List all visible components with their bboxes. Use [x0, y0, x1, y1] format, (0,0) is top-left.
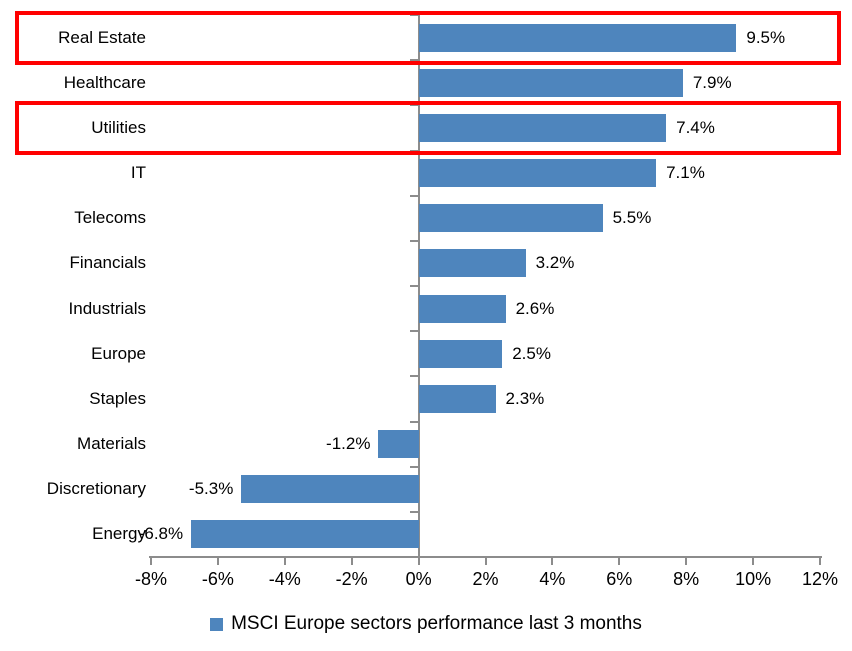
bar-discretionary — [241, 475, 419, 504]
value-label: 7.9% — [692, 72, 732, 92]
x-axis-tick-label: 10% — [735, 569, 772, 589]
bar-real-estate — [418, 23, 737, 52]
x-axis-tick-label: -8% — [134, 569, 167, 589]
y-axis-line — [417, 15, 420, 557]
value-label: 5.5% — [612, 208, 652, 228]
y-axis-tick — [409, 59, 418, 62]
y-axis-tick — [409, 510, 418, 513]
y-axis-tick — [409, 14, 418, 16]
x-axis-tick — [551, 558, 554, 565]
x-axis-line — [149, 556, 822, 558]
value-label: 7.4% — [676, 117, 715, 137]
category-label: Utilities — [91, 117, 146, 137]
x-axis-tick-label: 2% — [472, 569, 499, 589]
x-axis-tick — [618, 558, 621, 565]
value-label: 3.2% — [535, 253, 575, 273]
bar-healthcare — [418, 68, 683, 97]
x-axis-tick-label: -2% — [335, 569, 368, 589]
category-label: Europe — [91, 343, 146, 363]
y-axis-tick — [409, 375, 418, 378]
value-label: -1.2% — [326, 434, 371, 454]
y-axis-tick — [409, 420, 418, 423]
y-axis-tick — [409, 104, 418, 107]
category-label: IT — [130, 163, 146, 183]
value-label: 7.1% — [666, 163, 705, 183]
bar-financials — [418, 249, 526, 278]
legend-label: MSCI Europe sectors performance last 3 m… — [231, 613, 642, 634]
value-label: 2.3% — [505, 388, 545, 408]
x-axis-tick-label: 8% — [673, 569, 700, 589]
x-axis-tick-label: 0% — [405, 569, 432, 589]
category-label: Energy — [92, 524, 146, 544]
category-label: Healthcare — [63, 72, 146, 92]
y-axis-tick — [409, 194, 418, 197]
value-label: -6.8% — [138, 524, 184, 544]
y-axis-tick — [409, 149, 418, 152]
legend: MSCI Europe sectors performance last 3 m… — [0, 610, 852, 638]
y-axis-tick — [409, 239, 418, 242]
y-axis-tick — [409, 285, 418, 287]
category-label: Real Estate — [58, 27, 146, 47]
bar-utilities — [418, 113, 667, 142]
x-axis-tick-label: -6% — [201, 569, 234, 589]
category-label: Materials — [77, 434, 146, 454]
bar-it — [418, 159, 657, 188]
x-axis-tick-label: 4% — [539, 569, 566, 589]
x-axis-tick — [350, 558, 353, 565]
legend-marker — [210, 617, 224, 631]
value-label: -5.3% — [188, 479, 234, 499]
value-label: 9.5% — [746, 27, 786, 47]
x-axis-tick — [819, 558, 821, 565]
x-axis-tick-label: 12% — [801, 569, 839, 589]
category-label: Staples — [89, 388, 146, 408]
x-axis-tick — [752, 558, 755, 565]
y-axis-tick — [409, 330, 418, 333]
category-label: Financials — [69, 253, 146, 273]
bar-industrials — [418, 294, 506, 323]
x-axis-tick — [484, 558, 487, 565]
x-axis-tick — [685, 558, 688, 565]
x-axis-tick — [150, 558, 152, 565]
y-axis-tick — [409, 465, 418, 468]
value-label: 2.6% — [515, 298, 555, 318]
category-label: Industrials — [68, 298, 146, 318]
x-axis-tick-label: 6% — [606, 569, 633, 589]
category-label: Telecoms — [74, 208, 146, 228]
value-label: 2.5% — [512, 343, 551, 363]
bar-staples — [418, 384, 496, 413]
x-axis-tick — [417, 558, 420, 565]
bar-telecoms — [418, 204, 603, 233]
category-label: Discretionary — [46, 479, 146, 499]
bar-europe — [418, 339, 503, 368]
x-axis-tick — [283, 558, 286, 565]
x-axis-tick-label: -4% — [268, 569, 301, 589]
bar-energy — [191, 520, 419, 549]
bar-materials — [378, 430, 419, 459]
x-axis-tick — [216, 558, 219, 565]
